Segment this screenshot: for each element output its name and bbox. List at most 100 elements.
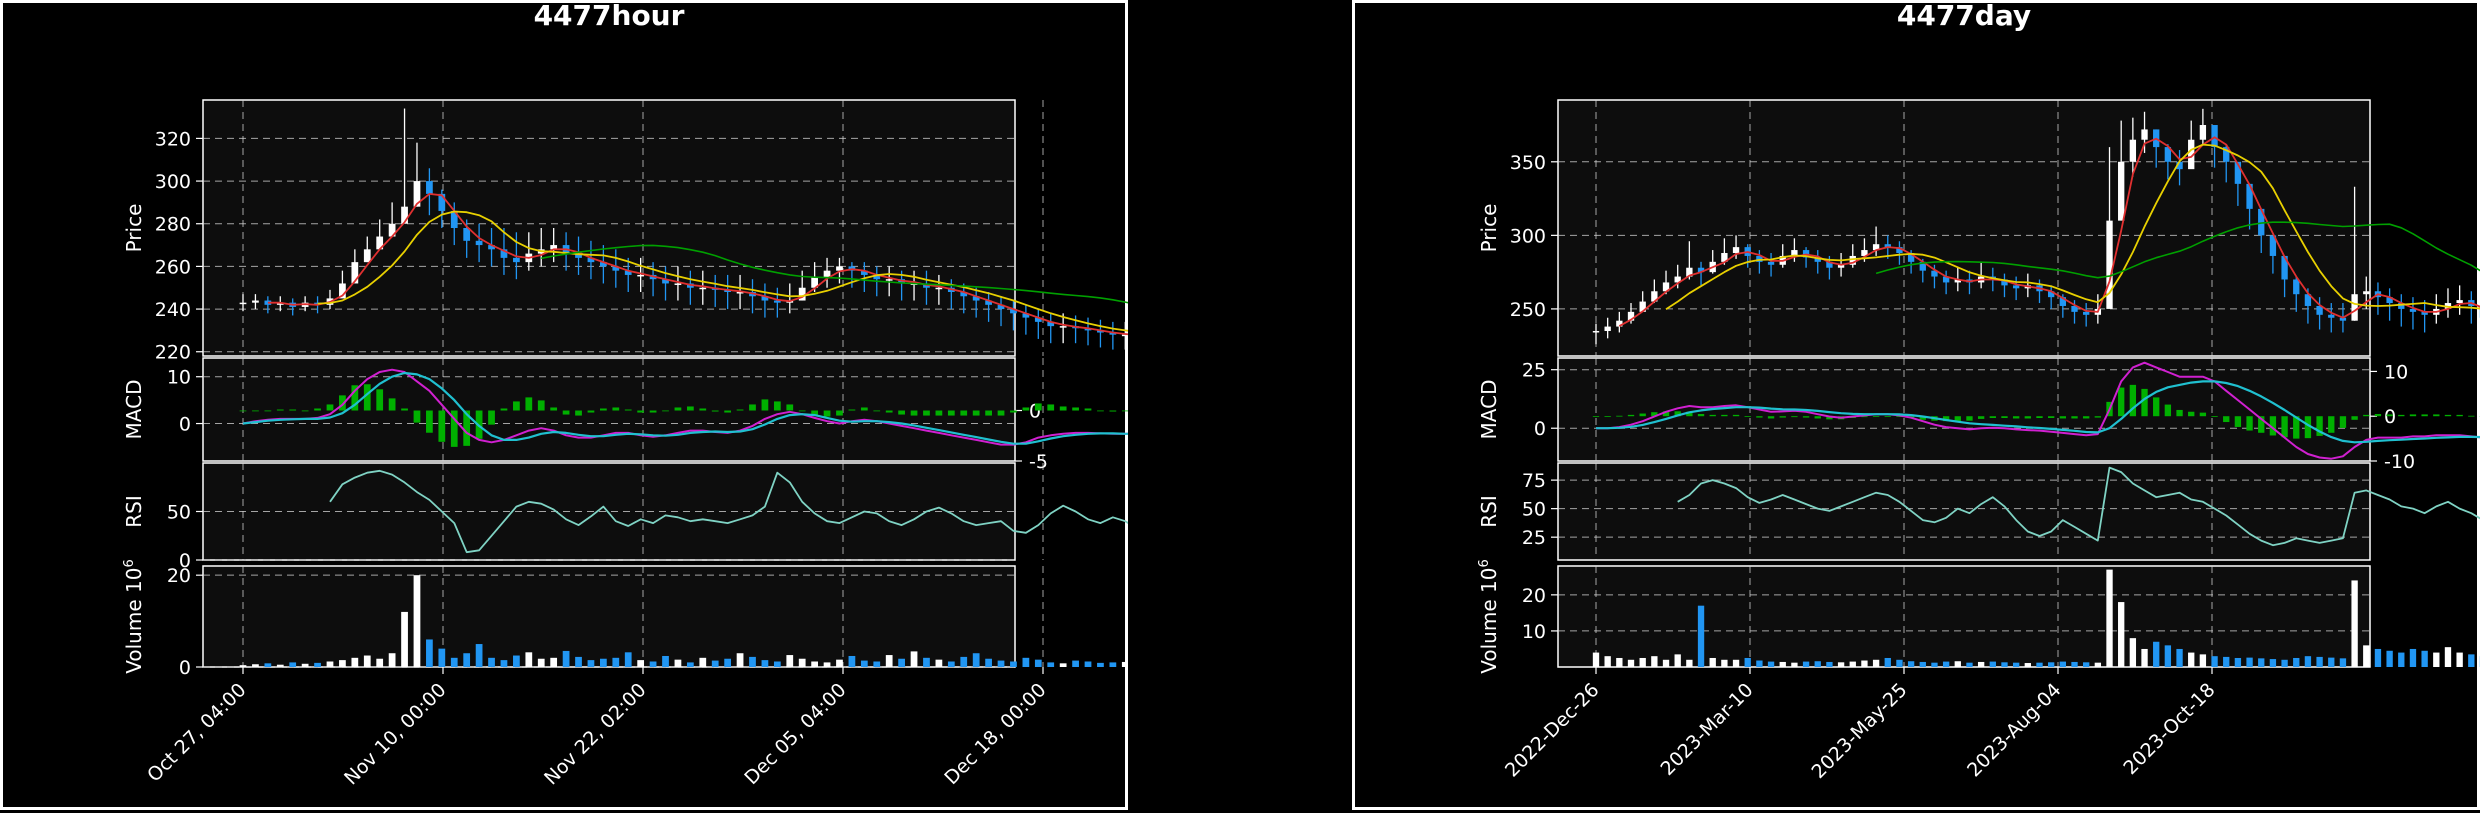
macd-hist-bar xyxy=(1721,415,1727,416)
macd-hist-bar xyxy=(675,407,682,410)
macd-hist-bar xyxy=(2281,416,2287,437)
macd-hist-ytick: -10 xyxy=(2384,451,2415,473)
macd-hist-bar xyxy=(2048,416,2054,418)
volume-bar xyxy=(749,657,756,667)
macd-hist-bar xyxy=(1035,403,1042,410)
macd-hist-bar xyxy=(650,411,657,413)
macd-hist-bar xyxy=(2363,415,2369,416)
macd-pane xyxy=(203,358,1015,461)
candle-body xyxy=(2141,129,2147,139)
macd-hist-bar xyxy=(1616,416,1622,417)
volume-bar xyxy=(1873,660,1879,667)
macd-hist-bar xyxy=(575,411,582,416)
volume-bar xyxy=(339,660,346,667)
volume-bar xyxy=(2106,570,2112,667)
volume-ylabel: Volume 106 xyxy=(1477,559,1501,673)
macd-hist-bar xyxy=(2176,410,2182,416)
volume-ytick: 20 xyxy=(167,565,191,587)
candle-body xyxy=(240,303,247,305)
volume-bar xyxy=(1721,660,1727,667)
volume-bar xyxy=(2456,653,2462,667)
volume-bar xyxy=(2153,642,2159,667)
macd-hist-bar xyxy=(2060,416,2066,418)
volume-bar xyxy=(1943,662,1949,667)
volume-bar xyxy=(2270,659,2276,667)
volume-bar xyxy=(1675,654,1681,667)
price-ytick: 250 xyxy=(1510,299,1546,321)
volume-bar xyxy=(302,664,309,667)
macd-hist-bar xyxy=(240,411,247,412)
chart-svg-0: 4477hour220240260280300320Price010MACD-5… xyxy=(3,3,1131,813)
candle-body xyxy=(2083,312,2089,315)
rsi-ytick: 50 xyxy=(1522,499,1546,521)
macd-hist-bar xyxy=(1072,407,1079,410)
volume-bar xyxy=(2363,645,2369,667)
volume-bar xyxy=(898,659,905,667)
macd-hist-bar xyxy=(637,411,644,413)
macd-hist-bar xyxy=(1815,416,1821,418)
volume-bar xyxy=(737,653,744,667)
volume-bar xyxy=(1920,662,1926,667)
volume-bar xyxy=(1885,658,1891,667)
volume-bar xyxy=(1097,663,1104,667)
price-ytick: 240 xyxy=(155,299,191,321)
macd-hist-bar xyxy=(2351,416,2357,420)
volume-bar xyxy=(1710,658,1716,667)
macd-hist-bar xyxy=(1698,414,1704,416)
volume-bar xyxy=(513,656,520,667)
x-tick-label: Dec 18, 00:00 xyxy=(940,679,1050,789)
macd-hist-bar xyxy=(2468,416,2474,417)
candle-body xyxy=(426,181,433,194)
volume-bar xyxy=(762,660,769,667)
volume-bar xyxy=(2468,654,2474,667)
candle-body xyxy=(1768,262,1774,265)
candle-body xyxy=(2013,285,2019,288)
price-ytick: 320 xyxy=(155,128,191,150)
macd-hist-bar xyxy=(302,411,309,412)
macd-hist-bar xyxy=(886,411,893,413)
rsi-ylabel: RSI xyxy=(122,495,146,528)
macd-hist-bar xyxy=(911,411,918,416)
volume-bar xyxy=(824,662,831,667)
volume-bar xyxy=(2211,656,2217,667)
price-pane xyxy=(1558,100,2370,356)
macd-hist-bar xyxy=(2375,414,2381,416)
volume-bar xyxy=(1861,661,1867,667)
macd-hist-bar xyxy=(762,399,769,410)
macd-hist-bar xyxy=(1780,416,1786,417)
volume-ytick: 20 xyxy=(1522,585,1546,607)
x-tick-label: 2023-Aug-04 xyxy=(1963,679,2065,781)
macd-hist-bar xyxy=(438,411,445,442)
volume-bar xyxy=(2060,662,2066,667)
macd-hist-bar xyxy=(2071,416,2077,418)
candle-body xyxy=(936,288,943,290)
candle-body xyxy=(699,288,706,290)
rsi-ylabel: RSI xyxy=(1477,495,1501,528)
macd-hist-bar xyxy=(2235,416,2241,427)
chart-title: 4477hour xyxy=(534,3,685,32)
macd-hist-bar xyxy=(2025,416,2031,418)
volume-bar xyxy=(662,656,669,667)
volume-bar xyxy=(364,656,371,667)
volume-bar xyxy=(252,664,259,667)
volume-bar xyxy=(438,649,445,667)
macd-hist-bar xyxy=(749,404,756,410)
macd-hist-bar xyxy=(1756,416,1762,417)
volume-bar xyxy=(2316,657,2322,667)
macd-hist-bar xyxy=(2211,416,2217,417)
volume-bar xyxy=(277,665,284,667)
macd-hist-bar xyxy=(289,410,296,411)
macd-hist-bar xyxy=(401,408,408,410)
volume-bar xyxy=(2328,658,2334,667)
volume-bar xyxy=(911,651,918,667)
volume-bar xyxy=(2375,649,2381,667)
macd-hist-bar xyxy=(2013,416,2019,418)
candle-body xyxy=(1593,331,1599,333)
candle-body xyxy=(637,275,644,277)
macd-hist-bar xyxy=(2188,412,2194,416)
macd-hist-bar xyxy=(2083,416,2089,418)
chart-title: 4477day xyxy=(1897,3,2031,32)
candle-body xyxy=(2118,162,2124,221)
volume-bar xyxy=(426,639,433,667)
macd-hist-bar xyxy=(687,406,694,410)
